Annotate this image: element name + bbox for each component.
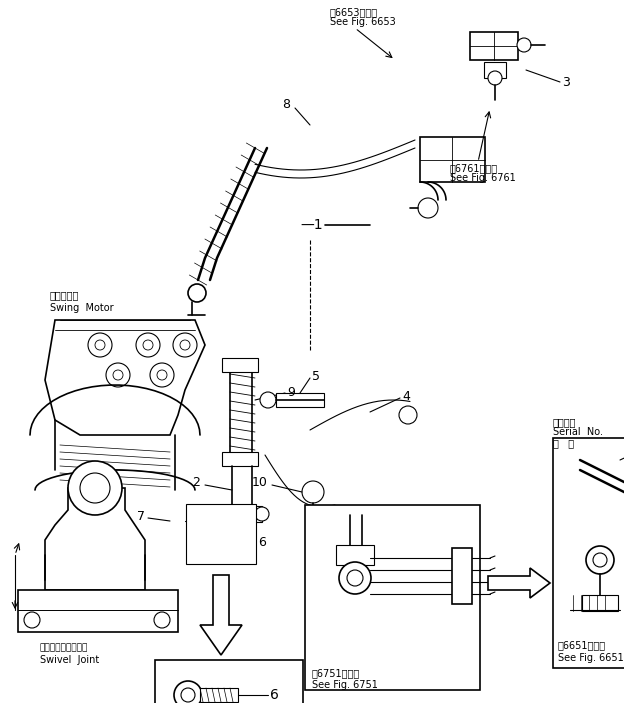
Text: 適用号機: 適用号機 — [553, 417, 577, 427]
Circle shape — [180, 340, 190, 350]
Circle shape — [593, 553, 607, 567]
Bar — [336, 545, 374, 565]
Text: 3: 3 — [562, 75, 570, 89]
Bar — [582, 595, 618, 611]
Text: See Fig. 6653: See Fig. 6653 — [330, 17, 396, 27]
Text: 2: 2 — [192, 477, 200, 489]
Circle shape — [154, 612, 170, 628]
Text: スイベルジョイント: スイベルジョイント — [40, 643, 89, 652]
Bar — [207, 536, 235, 550]
Text: 第6761図参照: 第6761図参照 — [450, 163, 498, 173]
Circle shape — [113, 370, 123, 380]
Bar — [484, 62, 506, 78]
Circle shape — [173, 333, 197, 357]
Polygon shape — [488, 568, 550, 598]
Text: Swing  Motor: Swing Motor — [50, 303, 114, 313]
Text: 8: 8 — [282, 98, 290, 112]
Circle shape — [339, 562, 371, 594]
Circle shape — [106, 363, 130, 387]
Circle shape — [150, 363, 174, 387]
Circle shape — [136, 333, 160, 357]
Text: —1: —1 — [300, 218, 323, 232]
Bar — [470, 32, 518, 60]
Bar — [420, 137, 485, 182]
Text: 旋回モータ: 旋回モータ — [50, 290, 79, 300]
Circle shape — [255, 507, 269, 521]
Circle shape — [488, 71, 502, 85]
Circle shape — [517, 38, 531, 52]
Bar — [222, 452, 258, 466]
Polygon shape — [45, 488, 145, 590]
Circle shape — [68, 461, 122, 515]
Text: 4: 4 — [402, 389, 410, 403]
Text: Serial  No.: Serial No. — [553, 427, 603, 437]
Circle shape — [24, 612, 40, 628]
Text: ・   ～: ・ ～ — [553, 438, 574, 448]
Circle shape — [95, 340, 105, 350]
Bar — [186, 504, 256, 564]
Circle shape — [418, 198, 438, 218]
Text: See Fig. 6751: See Fig. 6751 — [312, 680, 378, 690]
Text: 10: 10 — [252, 477, 268, 489]
Bar — [452, 548, 472, 604]
Circle shape — [399, 406, 417, 424]
Bar — [200, 688, 238, 702]
Bar — [222, 358, 258, 372]
Polygon shape — [200, 575, 242, 655]
Text: 6: 6 — [258, 536, 266, 550]
Circle shape — [188, 284, 206, 302]
Text: See Fig. 6651: See Fig. 6651 — [558, 653, 624, 663]
Text: 6: 6 — [270, 688, 279, 702]
Circle shape — [80, 473, 110, 503]
Circle shape — [347, 570, 363, 586]
Circle shape — [157, 370, 167, 380]
Bar — [553, 438, 624, 668]
Bar — [18, 590, 178, 632]
Circle shape — [586, 546, 614, 574]
Bar — [222, 506, 262, 522]
Circle shape — [260, 392, 276, 408]
Bar — [276, 393, 324, 407]
Bar — [207, 514, 235, 528]
Text: 7: 7 — [137, 510, 145, 524]
Circle shape — [302, 481, 324, 503]
Text: 9: 9 — [287, 385, 295, 399]
Text: 第6651図参照: 第6651図参照 — [558, 640, 606, 650]
Text: 第6751図参照: 第6751図参照 — [312, 668, 360, 678]
Polygon shape — [45, 320, 205, 435]
Text: See Fig. 6761: See Fig. 6761 — [450, 173, 516, 183]
Circle shape — [181, 688, 195, 702]
Text: Swivel  Joint: Swivel Joint — [40, 655, 99, 665]
Text: 第6653図参照: 第6653図参照 — [330, 7, 378, 17]
Circle shape — [174, 681, 202, 703]
Circle shape — [88, 333, 112, 357]
Bar — [155, 660, 303, 703]
Circle shape — [193, 535, 207, 549]
Bar — [305, 505, 480, 690]
Circle shape — [143, 340, 153, 350]
Text: 5: 5 — [312, 370, 320, 382]
Circle shape — [193, 513, 207, 527]
